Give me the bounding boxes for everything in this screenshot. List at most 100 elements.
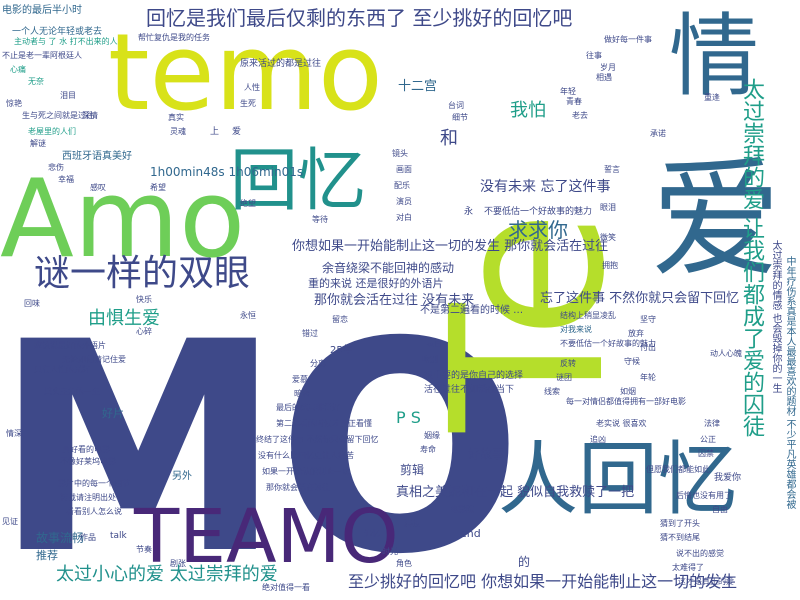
word-r-xin-sui: 心碎 (136, 327, 152, 336)
word-r-shou-ming: 寿命 (420, 445, 436, 454)
word-r-jue-wang: 绝望 (240, 199, 256, 208)
word-r-nian-qing: 年轻 (560, 87, 576, 96)
word-r-nian-lun: 年轮 (640, 373, 656, 382)
word-end: end (460, 527, 481, 540)
word-laowu: 老屋里的人们 (28, 127, 76, 136)
word-jian-ji: 剪辑 (400, 463, 425, 477)
word-r-hua-mian: 画面 (396, 165, 412, 174)
word-zhong-han: 中年疗伤系真是本人最最喜欢的题材 不少平凡英雄都会被 (784, 256, 795, 510)
word-r-jiu-hui: 那你就会活在过往 (266, 483, 330, 492)
word-r-houhui: 后悔也没有用了 (676, 491, 732, 500)
word-r-fan-zhuan: 反转 (560, 359, 576, 368)
word-jiegou: 结构上稍显凌乱 (560, 311, 616, 320)
word-ren-huiyi: 人回忆 (498, 433, 738, 526)
word-qiu-ni: 求求你 (508, 218, 568, 242)
word-r-xian-suo: 线索 (544, 387, 560, 396)
word-r-shou-hou: 守候 (624, 357, 640, 366)
word-zhenshi-ai: 真相之美妮和在一起 貌似自我救赎了一把 (396, 485, 635, 500)
word-wo-pa: 我怕 (510, 100, 546, 121)
word-r-fen-li: 分离 (310, 359, 326, 368)
word-jiemi: 解谜 (30, 139, 46, 148)
word-r-cheng-nuo: 承诺 (650, 129, 666, 138)
word-r-dong-ren: 动人心魄 (710, 349, 742, 358)
word-r-shen-qing: 深情 (82, 111, 98, 120)
word-shang: 上 (210, 127, 220, 137)
word-huiyi: 回忆 (230, 142, 367, 221)
word-r-ru-yan: 如烟 (620, 387, 636, 396)
word-r-gong-zheng: 公正 (700, 435, 716, 444)
word-duration: 1h00min48s 1h06min01s (150, 165, 304, 179)
word-r-wei-xiao: 微笑 (600, 233, 616, 242)
word-r-danyuan: 但愿我们都能如此 (646, 465, 710, 474)
word-r-yuanlai: 原来活过的都是过往 (240, 59, 322, 69)
word-r-tai-ci: 台词 (448, 101, 464, 110)
word-r-kankan: 看看别人怎么说 (66, 507, 122, 516)
word-ai-small: 爱 (232, 127, 242, 137)
word-r-jing-yan: 惊艳 (6, 99, 22, 108)
word-dianying-houban: 电影的最后半小时 (2, 5, 82, 16)
word-mi-shuangyan: 谜一样的双眼 (34, 253, 251, 294)
word-r-shi-guang: 时光 (382, 547, 398, 556)
word-duiwo: 对我来说 (560, 325, 592, 334)
word-r-wen-bie: 吻别 (422, 355, 438, 364)
word-r-jue-se: 角色 (396, 559, 412, 568)
word-r-pei-yue: 配乐 (394, 181, 410, 190)
word-r-hen-zhongyao: 很重要的是你自己的选择 (424, 371, 524, 381)
word-r-qing-chun: 青春 (566, 97, 582, 106)
word-r-xiang-yu: 相遇 (596, 73, 612, 82)
word-de: 的 (518, 555, 531, 569)
word-r-biao-bai: 表白 (426, 339, 442, 348)
word-haopian: 好片 (102, 407, 124, 420)
word-lingwai: 另外 (172, 471, 192, 482)
word-r-yin-yuan: 姻缘 (424, 431, 440, 440)
word-r-cuo-guo: 错过 (302, 329, 318, 338)
word-r-qiu-jin: 囚禁 (698, 449, 714, 458)
word-r-xing-fu: 幸福 (58, 175, 74, 184)
word-r-sui-yue: 岁月 (600, 63, 616, 72)
word-gushi-liuchang: 故事流畅 (36, 531, 85, 545)
word-qi-shi: 其实主角的一生 (44, 387, 100, 396)
word-r-bu-xiang: 不像好莱坞电影 (60, 457, 116, 466)
word-r-ju-zhang: 剧张 (170, 559, 186, 568)
word-you-ju: 由惧生爱 (88, 308, 160, 329)
word-qing: 情 (653, 8, 758, 98)
word-r-gan-tan: 感叹 (90, 183, 106, 192)
word-amo: Amo (0, 157, 246, 282)
word-r-xi-wang: 希望 (150, 183, 166, 192)
word-yu-jinrao: 余音绕梁不能回神的感动 (322, 261, 455, 275)
word-r-buyao-digu: 不要低估一个好故事的魅力 (560, 339, 656, 348)
word-r-huo-zai: 活在过往不如活在当下 (424, 385, 515, 395)
word-talk: talk (110, 531, 127, 541)
word-ai: 爱 (629, 150, 781, 280)
word-tai-chongbai-v: 太过崇拜的爱 让我们都成了爱的囚徒 (739, 78, 764, 437)
word-r-ruguo: 如果一开始就能制止一切 (262, 467, 350, 476)
word-r-zui-hou-de: 最后的结局非常好 (276, 403, 340, 412)
word-wo-ai-ni: 我爱你 (714, 473, 742, 483)
word-r-jing-tou: 镜头 (392, 149, 408, 158)
word-temo: temo (108, 11, 383, 134)
word-r-zhui-xiong: 追凶 (590, 435, 606, 444)
word-r-yong-bao: 拥抱 (602, 261, 618, 270)
word-r-zhuanzai: 转载请注明出处 (60, 493, 116, 502)
word-yi-ge: 一个人无论年轻或老去 (12, 27, 103, 37)
word-r-jie-zou: 节奏 (136, 545, 152, 554)
word-r-yan-ji: 演技 (404, 519, 420, 528)
word-r-jian-zheng: 见证 (2, 517, 18, 526)
word-r-wu-shi: 无论如何请记住爱 (62, 355, 126, 364)
word-r-meiyou: 没有什么比回忆更让人痛苦 (258, 451, 354, 460)
word-shier-gong: 十二宫 (398, 79, 438, 94)
word-r-qing-shen: 情深 (6, 429, 22, 438)
word-r-mi-tuan: 谜团 (556, 373, 572, 382)
word-hao-gushi: 好故事 (468, 447, 505, 461)
word-r-kuai-le: 快乐 (136, 295, 152, 304)
word-r-bei-shang: 悲伤 (48, 163, 64, 172)
word-r-caidao: 猜到了开头 (660, 519, 700, 528)
word-tai-guo-chongbai: 太过崇拜的情感 也会毁掉你的一生 (770, 240, 781, 394)
word-r-jue-dui: 绝对值得一看 (262, 583, 310, 592)
word-r-dui-bai: 对白 (396, 213, 412, 222)
word-r-zhenhao: 真好看的电影 (62, 445, 110, 454)
word-r-ai-mu: 爱慕 (292, 375, 308, 384)
word-r-ying-pian: 影片中的每一个细节 (58, 479, 130, 488)
word-mo: MO (0, 281, 523, 600)
word-r-zhui-yi: 追忆 (364, 529, 380, 538)
